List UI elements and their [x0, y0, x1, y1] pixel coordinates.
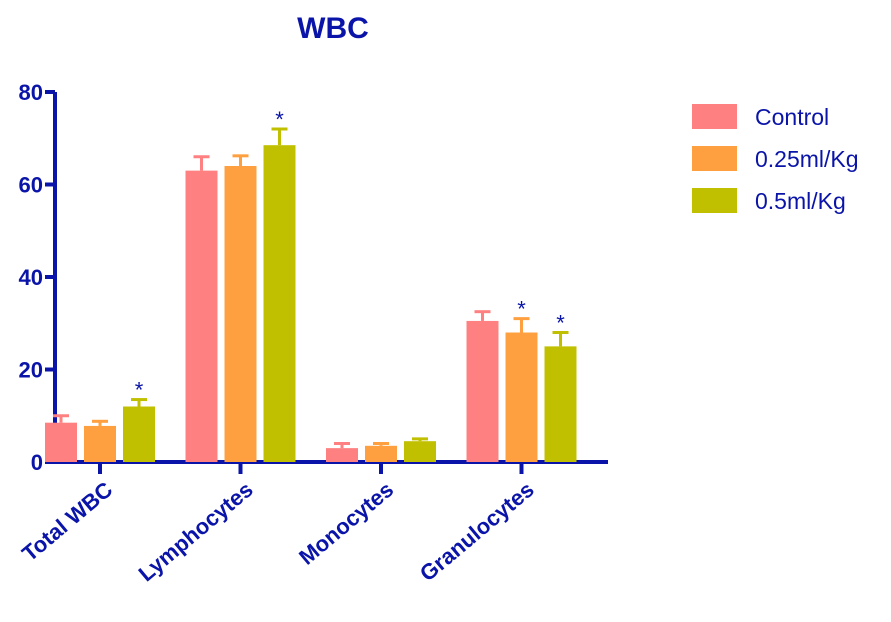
legend-label: 0.5ml/Kg [755, 188, 846, 214]
legend-swatch [692, 104, 737, 129]
bar [84, 425, 116, 462]
significance-marker: * [135, 378, 144, 403]
y-tick-label: 0 [31, 450, 43, 475]
legend-swatch [692, 188, 737, 213]
bar [505, 332, 538, 462]
significance-marker: * [517, 297, 526, 322]
bar [263, 145, 296, 462]
bar [404, 441, 436, 462]
x-category-label: Total WBC [17, 477, 117, 567]
bar [466, 320, 499, 462]
y-tick-label: 40 [19, 265, 43, 290]
significance-marker: * [275, 107, 284, 132]
bar [326, 448, 358, 462]
bar [544, 346, 577, 462]
bar [45, 422, 77, 462]
legend-label: 0.25ml/Kg [755, 146, 859, 172]
bar [224, 166, 257, 462]
chart-title: WBC [297, 12, 369, 45]
y-tick-label: 20 [19, 358, 43, 383]
y-tick-label: 60 [19, 173, 43, 198]
bar [185, 170, 218, 462]
chart-legend: Control 0.25ml/Kg 0.5ml/Kg [692, 104, 859, 214]
x-category-label: Lymphocytes [134, 477, 258, 587]
bar [123, 406, 155, 462]
x-category-label: Monocytes [294, 477, 398, 570]
x-category-label: Granulocytes [415, 477, 539, 587]
significance-marker: * [556, 311, 565, 336]
chart-bars: * * * * [45, 107, 577, 462]
legend-swatch [692, 146, 737, 171]
bar [365, 445, 397, 462]
y-tick-label: 80 [19, 80, 43, 105]
legend-label: Control [755, 104, 829, 130]
